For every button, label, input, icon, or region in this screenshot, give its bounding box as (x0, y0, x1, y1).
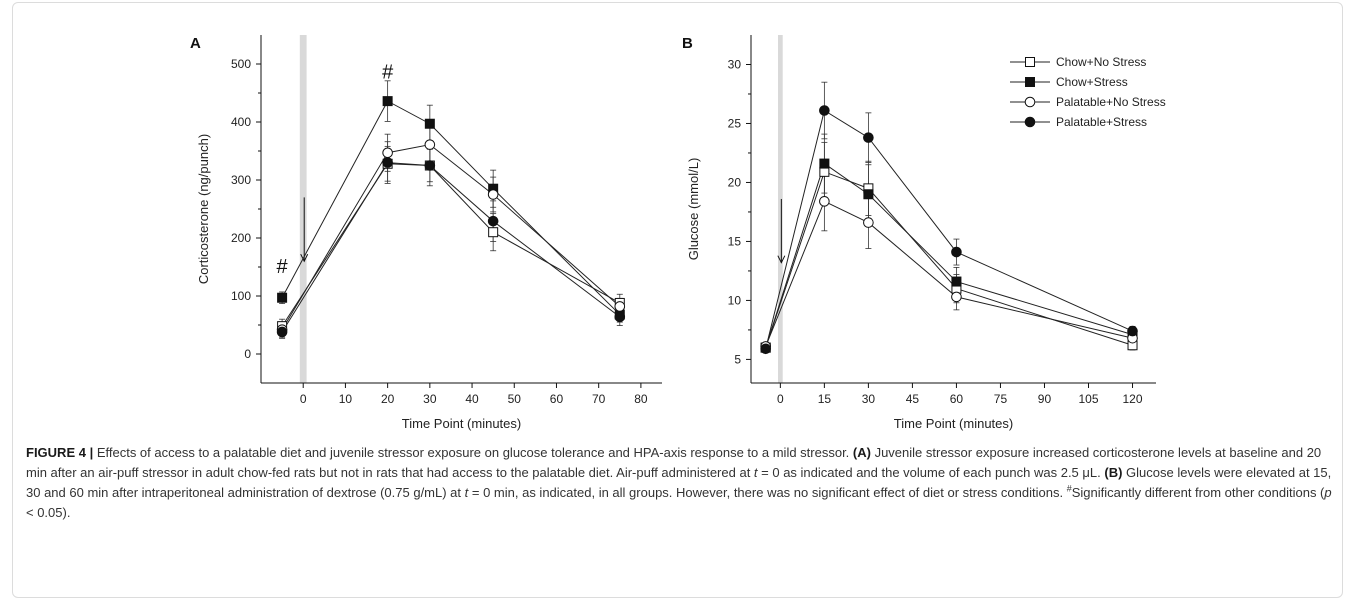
panel-a-chart: 0 100 200 300 400 500 0 10 20 30 40 50 60 70 80 Time Po… (190, 35, 662, 431)
panel-label: B (682, 35, 693, 52)
significance-mark: # (382, 62, 394, 84)
caption-label-a: (A) (852, 445, 871, 460)
caption-label-b: (B) (1104, 465, 1123, 480)
x-axis-label: Time Point (minutes) (894, 416, 1013, 431)
legend-marker-palatable-stress (1024, 116, 1036, 128)
x-tick-label: 105 (1078, 392, 1098, 406)
point-palatable-stress (614, 311, 626, 323)
point-palatable-no-stress (951, 291, 962, 303)
x-tick-label: 40 (465, 392, 479, 406)
x-tick-label: 0 (300, 392, 307, 406)
point-chow-stress (951, 276, 962, 287)
x-tick-label: 0 (777, 392, 784, 406)
y-axis-label: Glucose (mmol/L) (686, 158, 701, 261)
point-chow-stress (277, 292, 288, 303)
y-tick-label: 400 (231, 115, 251, 129)
point-chow-stress (819, 158, 830, 169)
caption-text-a1: Juvenile stressor exposure increased cor… (26, 445, 1322, 480)
x-tick-label: 70 (592, 392, 606, 406)
x-tick-label: 15 (818, 392, 832, 406)
stimulus-arrow-head (777, 255, 786, 264)
series-line-palatable-stress (765, 109, 1133, 349)
panel-label: A (190, 35, 201, 52)
point-chow-no-stress (488, 227, 499, 238)
caption-sig-mark: # (1066, 483, 1072, 494)
point-chow-no-stress (819, 166, 830, 177)
point-palatable-no-stress (424, 139, 436, 150)
series-line-palatable-no-stress (281, 144, 621, 330)
significance-mark: # (277, 256, 289, 278)
x-tick-label: 60 (550, 392, 564, 406)
x-tick-label: 10 (339, 392, 353, 406)
legend-marker-chow-no-stress (1025, 57, 1035, 67)
stimulus-arrow-head (300, 253, 309, 263)
point-palatable-stress (760, 343, 771, 355)
x-tick-label: 60 (950, 392, 964, 406)
point-chow-stress (424, 118, 435, 129)
x-tick-label: 30 (862, 392, 876, 406)
y-tick-label: 200 (231, 231, 251, 245)
series-line-chow-stress (281, 100, 621, 315)
point-palatable-no-stress (382, 147, 393, 159)
x-tick-label: 30 (423, 392, 437, 406)
caption-text-b2: = 0 min, as indicated, in all groups. Ho… (468, 485, 1067, 500)
x-tick-label: 120 (1123, 392, 1143, 406)
shaded-stimulus-band (778, 35, 783, 383)
shaded-stimulus-band (299, 35, 307, 383)
x-tick-label: 50 (508, 392, 522, 406)
y-tick-label: 25 (728, 116, 742, 130)
legend-label-chow-stress: Chow+Stress (1056, 75, 1128, 89)
legend-marker-palatable-no-stress (1024, 96, 1036, 108)
x-tick-label: 80 (634, 392, 648, 406)
y-axis-label: Corticosterone (ng/punch) (196, 134, 211, 284)
point-palatable-stress (819, 105, 830, 116)
series-line-chow-stress (765, 162, 1133, 348)
point-chow-stress (863, 189, 874, 200)
caption-intro: Effects of access to a palatable diet an… (93, 445, 853, 460)
point-palatable-no-stress (487, 189, 499, 200)
point-palatable-no-stress (819, 196, 830, 207)
caption-t-var-2: t (464, 485, 469, 500)
figure-caption: FIGURE 4 | Effects of access to a palata… (26, 443, 1338, 523)
caption-t-var-1: t (753, 465, 758, 480)
x-axis-label: Time Point (minutes) (402, 416, 521, 431)
point-palatable-stress (863, 132, 874, 143)
point-palatable-stress (424, 160, 436, 171)
x-tick-label: 20 (381, 392, 395, 406)
caption-heading: FIGURE 4 | (26, 445, 94, 460)
caption-text-b1: Glucose levels were elevated at 15, 30 a… (26, 465, 1332, 500)
x-tick-label: 45 (906, 392, 920, 406)
y-tick-label: 100 (231, 289, 251, 303)
y-tick-label: 10 (728, 293, 742, 307)
x-tick-label: 75 (994, 392, 1008, 406)
legend-marker-chow-stress (1025, 77, 1035, 87)
legend-label-chow-no-stress: Chow+No Stress (1056, 55, 1146, 69)
point-chow-stress (382, 96, 393, 107)
y-tick-label: 15 (728, 234, 742, 248)
caption-p-text: < 0.05). (26, 505, 71, 520)
point-palatable-stress (487, 215, 499, 227)
y-tick-label: 5 (734, 352, 741, 366)
point-palatable-stress (382, 157, 393, 168)
y-tick-label: 500 (231, 57, 251, 71)
point-palatable-stress (1127, 325, 1138, 337)
y-tick-label: 30 (728, 57, 742, 71)
caption-text-a2: = 0 as indicated and the volume of each … (757, 465, 1105, 480)
legend-label-palatable-stress: Palatable+Stress (1056, 115, 1147, 129)
x-tick-label: 90 (1038, 392, 1052, 406)
figure-frame (12, 2, 1343, 598)
y-tick-label: 20 (728, 175, 742, 189)
y-tick-label: 0 (244, 347, 251, 361)
caption-sig-text: Significantly different from other condi… (1071, 485, 1325, 500)
point-palatable-no-stress (614, 301, 626, 312)
y-tick-label: 300 (231, 173, 251, 187)
point-palatable-stress (951, 246, 962, 258)
legend-label-palatable-no-stress: Palatable+No Stress (1056, 95, 1166, 109)
point-palatable-no-stress (863, 217, 874, 228)
point-palatable-stress (276, 326, 288, 338)
panel-b-chart: 5 10 15 20 25 30 0 15 30 45 60 75 90 105 120 Time Point… (682, 35, 1166, 431)
caption-p-var: p (1324, 485, 1332, 500)
